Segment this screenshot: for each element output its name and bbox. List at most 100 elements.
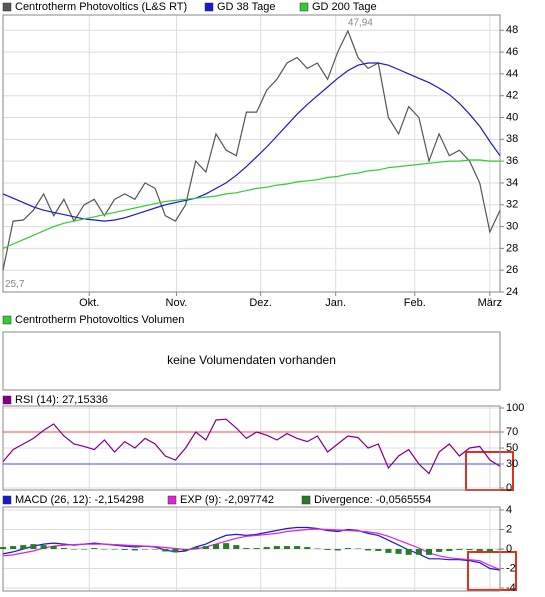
annotation: 47,94	[348, 18, 373, 29]
y-tick-label: 32	[506, 199, 518, 211]
y-tick-label: 40	[506, 111, 518, 123]
plot-frame	[2, 331, 501, 391]
y-tick-label: 26	[506, 264, 518, 276]
divergence-bar	[304, 547, 311, 549]
divergence-bar	[476, 549, 483, 551]
divergence-bar	[233, 545, 240, 549]
series-line	[2, 528, 501, 571]
divergence-bar	[354, 548, 362, 550]
divergence-bar	[395, 549, 402, 554]
x-tick-label: Nov.	[166, 297, 188, 309]
divergence-bar	[375, 549, 382, 551]
y-tick-label: 38	[506, 133, 518, 145]
divergence-bar	[334, 549, 341, 551]
legend-swatch	[204, 2, 214, 12]
x-tick-label: Dez.	[249, 297, 272, 309]
legend-swatch	[2, 315, 12, 325]
divergence-bar	[294, 546, 301, 549]
legend-label: MACD (26, 12): -2,154298	[15, 494, 144, 506]
divergence-bar	[496, 549, 504, 550]
legend-label: GD 38 Tage	[217, 1, 276, 13]
y-tick-label: 50	[506, 442, 518, 454]
x-tick-label: Okt.	[79, 297, 99, 309]
y-tick-label: 70	[506, 426, 518, 438]
divergence-bar	[30, 544, 37, 549]
divergence-bar	[101, 549, 108, 550]
divergence-bar	[141, 549, 149, 550]
series-line	[2, 418, 501, 475]
divergence-bar	[202, 546, 209, 549]
divergence-bar	[10, 546, 17, 549]
y-tick-label: 28	[506, 242, 518, 254]
legend-swatch	[301, 495, 311, 505]
legend-swatch	[2, 2, 12, 12]
divergence-bar	[111, 549, 118, 550]
y-tick-label: -2	[506, 562, 516, 574]
y-tick-label: 2	[506, 523, 512, 535]
divergence-bar	[172, 549, 179, 553]
divergence-bar	[436, 549, 443, 552]
highlight-box	[467, 551, 517, 591]
y-tick-label: 24	[506, 286, 518, 298]
y-tick-label: 46	[506, 46, 518, 58]
y-tick-label: 48	[506, 24, 518, 36]
divergence-bar	[486, 549, 493, 552]
y-tick-label: 0	[506, 482, 512, 494]
divergence-bar	[121, 549, 128, 550]
divergence-bar	[456, 549, 463, 550]
legend-label: Centrotherm Photovoltics (L&S RT)	[15, 1, 187, 13]
legend-swatch	[167, 495, 177, 505]
x-tick-label: Jan.	[325, 297, 346, 309]
divergence-bar	[324, 549, 331, 550]
divergence-bar	[344, 548, 351, 549]
divergence-bar	[20, 545, 27, 549]
divergence-bar	[40, 545, 47, 549]
legend-label: GD 200 Tage	[312, 1, 377, 13]
y-tick-label: 42	[506, 90, 518, 102]
y-tick-label: 100	[506, 402, 524, 414]
y-tick-label: 30	[506, 220, 518, 232]
divergence-bar	[415, 549, 422, 555]
y-tick-label: 30	[506, 458, 518, 470]
x-tick-label: März	[478, 297, 502, 309]
divergence-bar	[425, 549, 433, 555]
divergence-bar	[212, 544, 220, 549]
divergence-bar	[91, 548, 98, 549]
y-tick-label: 44	[506, 68, 518, 80]
divergence-bar	[50, 546, 57, 549]
divergence-bar	[81, 549, 88, 550]
divergence-bar	[70, 549, 78, 550]
divergence-bar	[243, 548, 250, 549]
divergence-bar	[131, 549, 138, 551]
legend-swatch	[2, 395, 12, 405]
divergence-bar	[162, 549, 169, 552]
divergence-bar	[365, 549, 372, 551]
legend-label: Divergence: -0,0565554	[314, 494, 431, 506]
divergence-bar	[263, 547, 270, 549]
legend-label: EXP (9): -2,097742	[180, 494, 274, 506]
x-tick-label: Feb.	[404, 297, 426, 309]
y-tick-label: -4	[506, 582, 516, 594]
divergence-bar	[0, 547, 7, 549]
divergence-bar	[60, 548, 67, 549]
divergence-bar	[405, 549, 412, 555]
y-tick-label: 36	[506, 155, 518, 167]
divergence-bar	[182, 549, 189, 551]
y-tick-label: 34	[506, 177, 518, 189]
plot-frame	[2, 14, 501, 293]
divergence-bar	[314, 548, 321, 550]
series-line	[2, 159, 500, 249]
series-line	[2, 29, 501, 271]
divergence-bar	[192, 547, 199, 549]
divergence-bar	[152, 549, 159, 550]
divergence-bar	[446, 549, 453, 551]
legend-label: Centrotherm Photovoltics Volumen	[15, 314, 184, 326]
legend-swatch	[299, 2, 309, 12]
divergence-bar	[253, 548, 260, 549]
legend-label: RSI (14): 27,15336	[15, 394, 108, 406]
series-line	[2, 62, 501, 222]
divergence-bar	[466, 549, 473, 550]
divergence-bar	[273, 546, 280, 549]
divergence-bar	[385, 549, 392, 553]
